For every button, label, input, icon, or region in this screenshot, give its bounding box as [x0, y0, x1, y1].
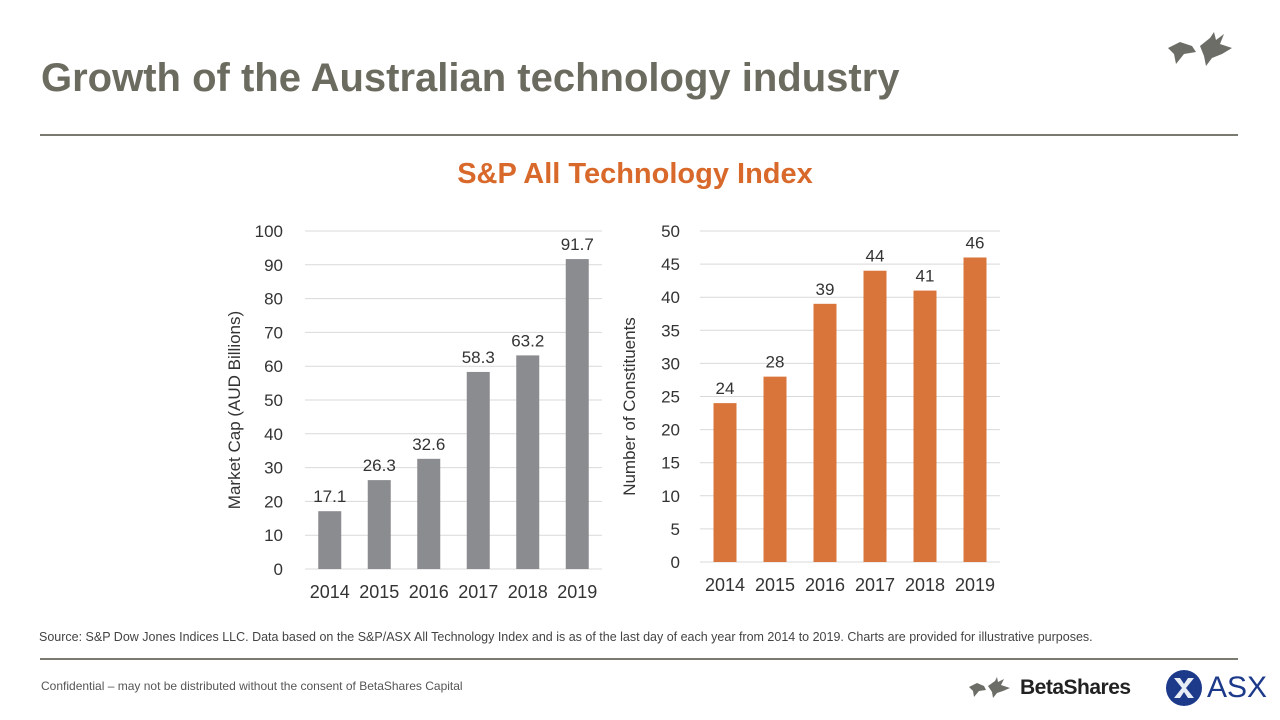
y-tick-label: 10: [661, 487, 680, 506]
x-tick-label: 2016: [805, 575, 845, 595]
betashares-animals-icon: [969, 677, 1010, 698]
bar-2014: [713, 403, 737, 562]
x-tick-label: 2014: [705, 575, 745, 595]
y-tick-label: 70: [264, 323, 283, 342]
data-label: 32.6: [412, 435, 445, 454]
asx-logo-text: ASX: [1207, 671, 1268, 704]
data-label: 91.7: [561, 235, 594, 254]
y-tick-label: 20: [264, 492, 283, 511]
y-tick-label: 60: [264, 357, 283, 376]
confidential-note: Confidential – may not be distributed wi…: [41, 679, 463, 693]
y-tick-label: 25: [661, 388, 680, 407]
data-label: 39: [816, 280, 835, 299]
bar-2016: [417, 458, 441, 569]
data-label: 63.2: [511, 331, 544, 350]
footer-divider: [40, 658, 1238, 660]
bar-2015: [367, 480, 391, 569]
x-tick-label: 2019: [955, 575, 995, 595]
data-label: 41: [916, 267, 935, 286]
y-tick-label: 45: [661, 255, 680, 274]
y-tick-label: 0: [274, 560, 283, 579]
y-tick-label: 40: [264, 425, 283, 444]
y-tick-label: 0: [671, 553, 680, 572]
betashares-animals-logo: [1166, 30, 1236, 75]
y-tick-label: 80: [264, 290, 283, 309]
bar-2017: [466, 371, 490, 569]
x-tick-label: 2018: [905, 575, 945, 595]
data-label: 26.3: [363, 456, 396, 475]
y-tick-label: 100: [255, 222, 283, 241]
betashares-logo-text: BetaShares: [1020, 676, 1131, 699]
x-tick-label: 2017: [855, 575, 895, 595]
y-tick-label: 40: [661, 288, 680, 307]
data-label: 28: [766, 353, 785, 372]
y-axis-label: Number of Constituents: [620, 317, 639, 496]
y-axis-label: Market Cap (AUD Billions): [225, 311, 244, 509]
y-tick-label: 90: [264, 256, 283, 275]
bar-2014: [318, 511, 342, 569]
y-tick-label: 50: [661, 222, 680, 241]
page-title: Growth of the Australian technology indu…: [41, 56, 900, 100]
x-tick-label: 2019: [557, 582, 597, 602]
bar-2018: [516, 355, 540, 569]
bar-2018: [913, 290, 937, 562]
x-tick-label: 2016: [409, 582, 449, 602]
bar-2015: [763, 376, 787, 562]
betashares-logo: BetaShares: [968, 676, 1131, 700]
data-label: 24: [716, 379, 735, 398]
y-tick-label: 5: [671, 520, 680, 539]
data-label: 46: [966, 233, 985, 252]
y-tick-label: 30: [264, 459, 283, 478]
x-tick-label: 2017: [458, 582, 498, 602]
x-tick-label: 2015: [755, 575, 795, 595]
source-note: Source: S&P Dow Jones Indices LLC. Data …: [39, 630, 1093, 644]
asx-logo: ASX: [1165, 669, 1267, 707]
asx-emblem-icon: [1166, 670, 1202, 706]
bar-2019: [963, 257, 987, 562]
charts-canvas: 010203040506070809010017.1201426.3201532…: [225, 222, 1000, 602]
bar-2016: [813, 303, 837, 562]
y-tick-label: 15: [661, 454, 680, 473]
x-tick-label: 2015: [359, 582, 399, 602]
y-tick-label: 20: [661, 421, 680, 440]
y-tick-label: 30: [661, 354, 680, 373]
data-label: 44: [866, 247, 885, 266]
chart-group-title: S&P All Technology Index: [457, 158, 813, 190]
data-label: 17.1: [313, 487, 346, 506]
bar-2017: [863, 270, 887, 562]
y-tick-label: 50: [264, 391, 283, 410]
bar-2019: [565, 259, 589, 569]
title-divider: [40, 134, 1238, 136]
data-label: 58.3: [462, 348, 495, 367]
x-tick-label: 2014: [310, 582, 350, 602]
y-tick-label: 35: [661, 321, 680, 340]
x-tick-label: 2018: [508, 582, 548, 602]
y-tick-label: 10: [264, 526, 283, 545]
